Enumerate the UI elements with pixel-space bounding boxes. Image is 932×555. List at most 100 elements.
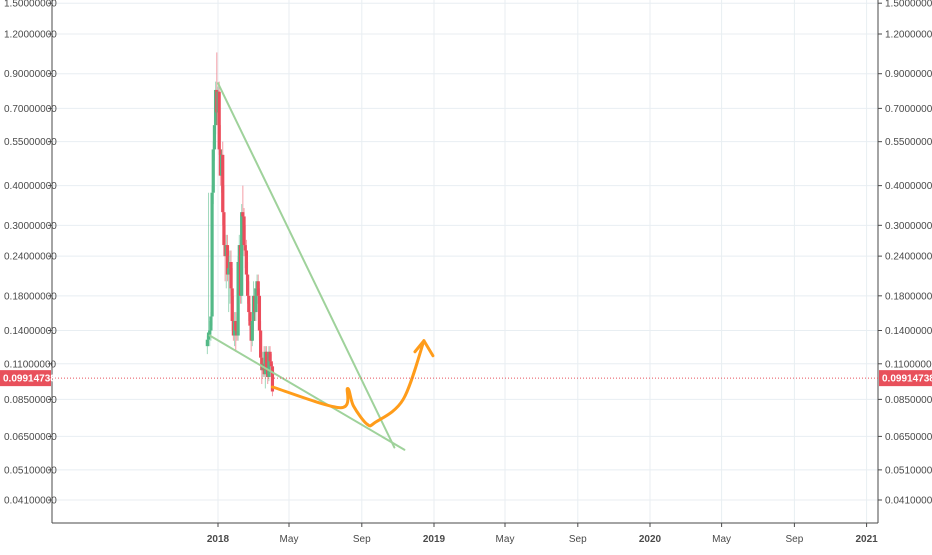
candle-body-29 [240,212,244,296]
candle-body-18 [227,268,231,275]
x-tick-label-8: Sep [785,534,803,545]
candle-body-33 [244,250,249,275]
candle-body-0 [205,339,209,347]
y-tick-label-left-11: 0.08500000 [4,395,57,406]
y-tick-label-right-2: 0.90000000 [885,69,932,80]
candle-body-2 [208,330,212,335]
candle-body-55 [270,366,275,392]
x-tick-label-9: 2021 [855,534,878,545]
y-tick-label-right-3: 0.70000000 [885,104,932,115]
candle-body-13 [221,154,225,213]
y-tick-label-right-7: 0.24000000 [885,252,932,263]
y-tick-label-right-13: 0.05100000 [885,465,932,476]
y-tick-label-right-0: 1.50000000 [885,0,932,10]
candle-body-52 [267,351,271,377]
candle-body-14 [222,212,226,246]
candle-body-21 [230,288,234,321]
y-tick-label-left-3: 0.70000000 [4,104,57,115]
candle-body-3 [209,316,213,331]
x-tick-label-7: May [712,534,731,545]
candle-33 [244,239,249,282]
candle-body-41 [254,288,258,313]
y-axis-left-labels: 1.50000000 1.20000000 0.90000000 0.70000000… [4,0,57,507]
upper-trendline [217,82,396,449]
candle-5 [211,141,215,205]
y-tick-label-right-6: 0.30000000 [885,221,932,232]
y-tick-label-left-10: 0.11000000 [4,359,57,370]
candle-body-53 [268,351,272,362]
candle-body-17 [225,245,230,275]
candle-13 [221,141,225,226]
candle-45 [259,320,263,364]
y-tick-label-right-11: 0.08500000 [885,395,932,406]
x-tick-label-0: 2018 [207,534,230,545]
candle-55 [270,363,275,397]
candle-body-35 [247,295,251,313]
y-tick-label-left-6: 0.30000000 [4,221,57,232]
x-tick-label-3: 2019 [423,534,446,545]
y-tick-label-left-2: 0.90000000 [4,69,57,80]
y-tick-label-left-0: 1.50000000 [4,0,57,10]
y-tick-label-right-9: 0.14000000 [885,326,932,337]
y-tick-label-right-1: 1.20000000 [885,30,932,41]
candle-1 [206,192,211,347]
x-tick-label-4: May [496,534,515,545]
candle-body-36 [248,312,252,326]
candle-body-32 [243,245,247,251]
x-tick-label-5: Sep [569,534,587,545]
y-tick-label-right-5: 0.40000000 [885,181,932,192]
candle-body-50 [264,351,269,371]
candle-body-10 [217,91,221,150]
candle-21 [230,268,234,331]
candle-body-45 [259,330,263,358]
candle-body-34 [245,274,250,296]
y-tick-label-left-4: 0.55000000 [4,137,57,148]
candle-body-26 [236,261,240,336]
y-tick-label-left-14: 0.04100000 [4,496,57,507]
candle-body-44 [257,295,262,331]
candle-body-31 [242,216,246,246]
candle-4 [210,185,214,326]
candle-body-6 [212,125,217,150]
y-tick-label-right-14: 0.04100000 [885,496,932,507]
price-tag-left-bg [0,370,51,387]
y-tick-label-left-1: 1.20000000 [4,30,57,41]
candle-14 [222,185,226,257]
orange-projection [270,339,426,428]
x-axis-labels: 2018 May Sep 2019 May Sep 2020 May Sep 2021 [207,523,878,545]
price-tag-right-bg [879,370,932,387]
y-tick-label-right-4: 0.55000000 [885,137,932,148]
price-tag-right: 0.09914738 [882,374,932,385]
y-tick-label-left-5: 0.40000000 [4,181,57,192]
y-axis-right-labels: 1.50000000 1.20000000 0.90000000 0.70000000… [878,0,932,507]
candle-body-38 [250,320,254,341]
candle-20 [229,250,233,296]
candle-26 [236,256,240,341]
y-tick-label-left-12: 0.06500000 [4,432,57,443]
drawings [208,82,435,451]
candle-body-30 [241,212,245,217]
candle-body-24 [234,320,238,331]
y-tick-label-right-8: 0.18000000 [885,291,932,302]
y-tick-label-left-13: 0.05100000 [4,465,57,476]
y-tick-label-left-7: 0.24000000 [4,252,57,263]
candles [205,52,275,397]
candle-body-5 [211,149,215,193]
grid [52,0,878,523]
candle-body-4 [210,192,214,317]
x-tick-label-6: 2020 [639,534,662,545]
y-tick-label-left-8: 0.18000000 [4,291,57,302]
candle-body-54 [269,361,273,367]
y-tick-label-left-9: 0.14000000 [4,326,57,337]
y-tick-label-right-10: 0.11000000 [885,359,932,370]
candle-body-20 [229,261,233,289]
x-tick-label-1: May [280,534,299,545]
x-tick-label-2: Sep [353,534,371,545]
orange-projection-arrowhead [413,339,435,358]
candle-body-43 [256,281,260,296]
lower-trendline [208,334,406,451]
candle-29 [240,204,244,304]
